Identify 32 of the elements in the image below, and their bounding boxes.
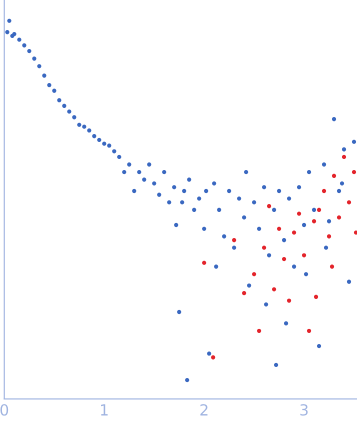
point bbox=[354, 230, 357, 235]
point bbox=[292, 230, 296, 235]
point bbox=[272, 287, 276, 292]
point bbox=[352, 170, 356, 174]
point bbox=[202, 260, 206, 265]
point bbox=[296, 212, 302, 216]
point bbox=[256, 328, 262, 333]
point bbox=[286, 298, 292, 303]
point bbox=[232, 238, 236, 242]
point bbox=[302, 253, 306, 258]
point bbox=[276, 226, 282, 231]
point bbox=[211, 355, 216, 360]
point bbox=[336, 215, 342, 220]
point bbox=[326, 234, 332, 238]
point bbox=[330, 264, 334, 269]
point bbox=[282, 256, 286, 262]
point bbox=[342, 154, 346, 160]
point bbox=[322, 188, 326, 194]
x-tick-label: 3 bbox=[300, 404, 308, 416]
point bbox=[242, 291, 246, 296]
point bbox=[346, 200, 352, 204]
point bbox=[314, 294, 318, 299]
point bbox=[306, 328, 312, 333]
x-tick-label: 2 bbox=[200, 404, 208, 416]
point bbox=[252, 272, 256, 276]
point bbox=[332, 174, 336, 178]
point bbox=[312, 219, 316, 224]
point bbox=[262, 246, 266, 250]
x-tick-label: 0 bbox=[0, 404, 8, 416]
point bbox=[316, 208, 322, 212]
x-tick-label: 1 bbox=[101, 404, 108, 416]
point bbox=[266, 204, 272, 208]
